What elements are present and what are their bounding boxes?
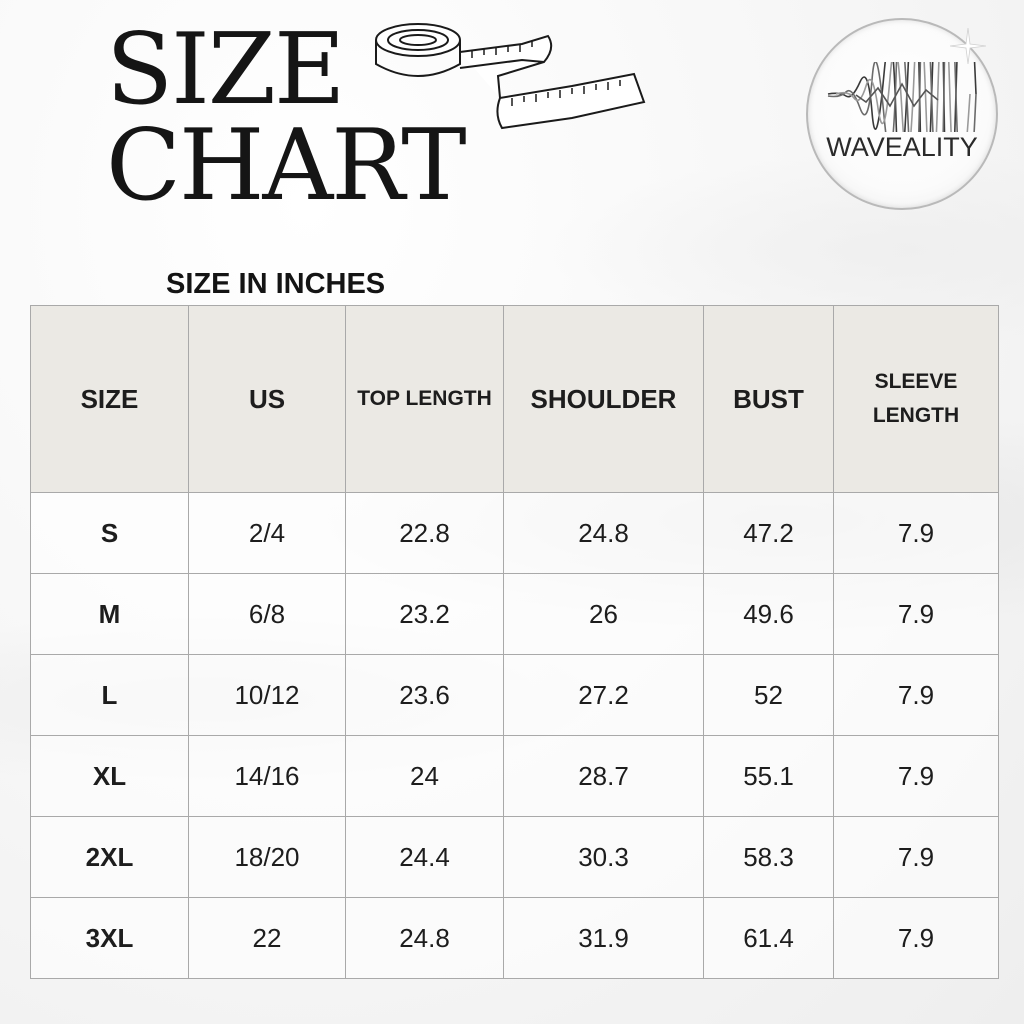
- cell-size: XL: [30, 735, 189, 817]
- cell-us: 2/4: [188, 492, 346, 574]
- header-size: SIZE: [30, 305, 189, 493]
- cell-shoulder: 28.7: [503, 735, 704, 817]
- cell-us: 22: [188, 897, 346, 979]
- soundwave-icon: [827, 62, 977, 132]
- cell-sleeve-length: 7.9: [833, 735, 999, 817]
- cell-top-length: 23.6: [345, 654, 504, 736]
- cell-us: 6/8: [188, 573, 346, 655]
- table-subtitle: SIZE IN INCHES: [166, 268, 386, 300]
- sparkle-icon: [950, 28, 986, 64]
- cell-sleeve-length: 7.9: [833, 897, 999, 979]
- header-us: US: [188, 305, 346, 493]
- cell-bust: 55.1: [703, 735, 834, 817]
- cell-size: 3XL: [30, 897, 189, 979]
- table-row: L 10/12 23.6 27.2 52 7.9: [30, 654, 999, 736]
- measuring-tape-icon: [375, 23, 646, 130]
- header-sleeve-line1: SLEEVE: [874, 370, 958, 393]
- table-row: M 6/8 23.2 26 49.6 7.9: [30, 573, 999, 655]
- cell-shoulder: 26: [503, 573, 704, 655]
- header-sleeve-length: SLEEVE LENGTH: [833, 305, 999, 493]
- cell-sleeve-length: 7.9: [833, 654, 999, 736]
- cell-sleeve-length: 7.9: [833, 816, 999, 898]
- cell-bust: 58.3: [703, 816, 834, 898]
- cell-bust: 52: [703, 654, 834, 736]
- header-sleeve-line2: LENGTH: [872, 404, 960, 427]
- cell-sleeve-length: 7.9: [833, 573, 999, 655]
- cell-top-length: 24: [345, 735, 504, 817]
- cell-bust: 49.6: [703, 573, 834, 655]
- cell-us: 10/12: [188, 654, 346, 736]
- table-row: 3XL 22 24.8 31.9 61.4 7.9: [30, 897, 999, 979]
- cell-size: S: [30, 492, 189, 574]
- table-row: 2XL 18/20 24.4 30.3 58.3 7.9: [30, 816, 999, 898]
- cell-bust: 61.4: [703, 897, 834, 979]
- cell-top-length: 24.4: [345, 816, 504, 898]
- logo-wordmark: WAVEALITY: [826, 132, 978, 162]
- table-header-row: SIZE US TOP LENGTH SHOULDER BUST SLEEVE …: [30, 305, 999, 493]
- cell-bust: 47.2: [703, 492, 834, 574]
- cell-us: 14/16: [188, 735, 346, 817]
- cell-shoulder: 27.2: [503, 654, 704, 736]
- cell-shoulder: 31.9: [503, 897, 704, 979]
- header-top-length: TOP LENGTH: [345, 305, 504, 493]
- title-line-size: SIZE: [106, 13, 345, 127]
- header-bust: BUST: [703, 305, 834, 493]
- cell-us: 18/20: [188, 816, 346, 898]
- cell-top-length: 23.2: [345, 573, 504, 655]
- cell-shoulder: 30.3: [503, 816, 704, 898]
- table-row: XL 14/16 24 28.7 55.1 7.9: [30, 735, 999, 817]
- table-row: S 2/4 22.8 24.8 47.2 7.9: [30, 492, 999, 574]
- header-shoulder: SHOULDER: [503, 305, 704, 493]
- cell-shoulder: 24.8: [503, 492, 704, 574]
- title-line-chart: CHART: [106, 109, 467, 224]
- cell-size: M: [30, 573, 189, 655]
- cell-size: L: [30, 654, 189, 736]
- cell-top-length: 22.8: [345, 492, 504, 574]
- page-title: SIZE CHART: [106, 13, 467, 224]
- size-chart-table: SIZE US TOP LENGTH SHOULDER BUST SLEEVE …: [30, 305, 999, 979]
- cell-sleeve-length: 7.9: [833, 492, 999, 574]
- cell-size: 2XL: [30, 816, 189, 898]
- cell-top-length: 24.8: [345, 897, 504, 979]
